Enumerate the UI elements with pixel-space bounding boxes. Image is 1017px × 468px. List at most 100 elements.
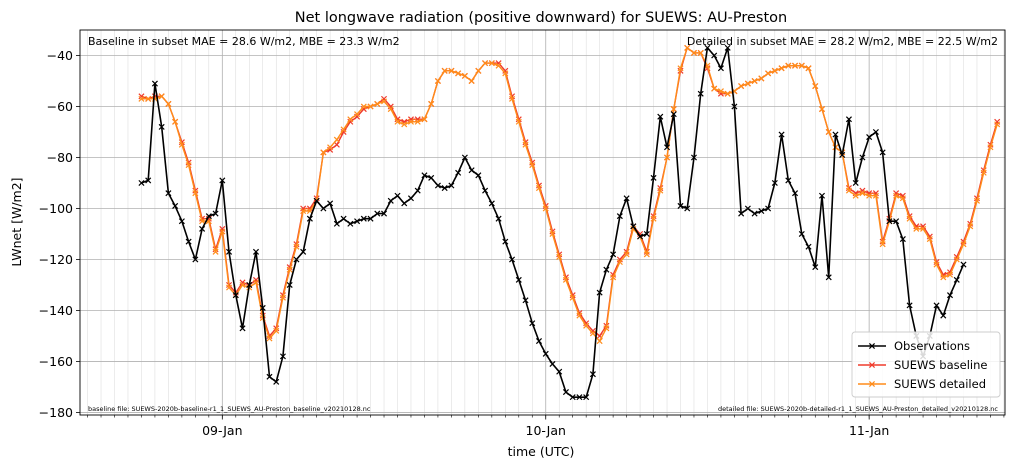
data-point bbox=[751, 77, 758, 85]
data-point bbox=[751, 210, 758, 217]
data-point bbox=[798, 62, 805, 69]
data-point bbox=[616, 213, 623, 220]
data-point bbox=[347, 118, 354, 125]
data-point bbox=[953, 256, 960, 263]
data-point bbox=[610, 251, 617, 258]
data-point bbox=[906, 215, 913, 222]
data-point bbox=[845, 187, 852, 194]
data-point bbox=[785, 177, 792, 184]
data-point bbox=[495, 215, 502, 222]
data-point bbox=[657, 187, 664, 194]
data-point bbox=[596, 289, 603, 296]
data-point bbox=[556, 253, 563, 260]
data-point bbox=[684, 205, 691, 212]
data-point bbox=[421, 116, 428, 123]
data-point bbox=[252, 279, 260, 286]
data-point bbox=[455, 70, 462, 77]
data-point bbox=[758, 208, 765, 215]
x-tick-label: 09-Jan bbox=[202, 423, 242, 438]
data-point bbox=[596, 338, 603, 345]
data-point bbox=[212, 210, 219, 217]
data-point bbox=[940, 312, 947, 319]
data-point bbox=[940, 274, 947, 281]
x-tick-label: 10-Jan bbox=[526, 423, 566, 438]
y-tick-label: −120 bbox=[39, 252, 73, 267]
data-point bbox=[232, 292, 239, 299]
legend: Observations SUEWS baseline SUEWS detailed bbox=[851, 331, 1001, 398]
data-point bbox=[434, 182, 441, 189]
data-point bbox=[219, 177, 226, 184]
legend-marker bbox=[868, 380, 876, 388]
y-tick-label: −140 bbox=[39, 303, 73, 318]
data-point bbox=[872, 190, 879, 197]
data-point bbox=[138, 95, 145, 102]
data-point bbox=[488, 200, 495, 207]
data-point bbox=[347, 220, 354, 227]
data-point bbox=[630, 225, 637, 232]
data-point bbox=[663, 144, 671, 151]
data-point bbox=[185, 238, 192, 245]
data-point bbox=[273, 378, 280, 385]
series-observations bbox=[138, 44, 967, 401]
data-point bbox=[859, 190, 866, 197]
data-point bbox=[583, 320, 590, 327]
data-point bbox=[293, 243, 300, 250]
data-point bbox=[394, 118, 401, 125]
y-tick-label: −80 bbox=[47, 150, 73, 165]
baseline-file-annotation: baseline file: SUEWS-2020b-baseline-r1_1… bbox=[88, 405, 371, 413]
data-point bbox=[475, 67, 482, 74]
data-point bbox=[407, 116, 414, 123]
data-point bbox=[360, 106, 367, 113]
data-point bbox=[771, 179, 778, 187]
y-tick-label: −60 bbox=[47, 99, 73, 114]
data-point bbox=[967, 223, 974, 230]
data-point bbox=[448, 182, 455, 189]
data-point bbox=[199, 225, 206, 232]
data-point bbox=[866, 134, 873, 141]
data-point bbox=[219, 228, 226, 235]
data-point bbox=[387, 106, 394, 113]
data-point bbox=[515, 276, 522, 283]
data-point bbox=[509, 95, 516, 102]
data-point bbox=[374, 100, 381, 107]
x-axis: 09-Jan 10-Jan 11-Jan bbox=[87, 415, 1005, 438]
series-layer bbox=[138, 44, 1001, 401]
data-point bbox=[697, 49, 704, 56]
data-point bbox=[677, 202, 684, 209]
data-point bbox=[380, 210, 388, 217]
data-point bbox=[374, 210, 381, 217]
data-point bbox=[387, 197, 394, 204]
data-point bbox=[401, 121, 408, 128]
detailed-file-annotation: detailed file: SUEWS-2020b-detailed-r1_1… bbox=[718, 405, 998, 413]
data-point bbox=[529, 320, 536, 327]
data-point bbox=[859, 187, 866, 194]
data-point bbox=[623, 195, 630, 202]
data-point bbox=[407, 118, 414, 125]
data-point bbox=[461, 154, 468, 161]
data-point bbox=[488, 60, 495, 67]
data-point bbox=[138, 93, 145, 100]
data-point bbox=[441, 185, 448, 192]
x-axis-label: time (UTC) bbox=[508, 444, 575, 459]
data-point bbox=[704, 44, 711, 51]
data-point bbox=[387, 103, 394, 110]
data-point bbox=[711, 52, 718, 59]
data-point bbox=[933, 302, 940, 309]
data-point bbox=[535, 338, 543, 345]
data-point bbox=[610, 274, 617, 281]
data-point bbox=[690, 49, 697, 56]
data-point bbox=[872, 192, 879, 199]
data-point bbox=[778, 131, 785, 138]
data-point bbox=[690, 154, 697, 161]
data-point bbox=[825, 128, 832, 136]
y-axis-label: LWnet [W/m2] bbox=[9, 177, 24, 266]
data-point bbox=[367, 215, 374, 222]
data-point bbox=[926, 236, 933, 243]
data-point bbox=[199, 218, 206, 225]
data-point bbox=[920, 225, 927, 232]
data-point bbox=[178, 218, 185, 225]
data-point bbox=[279, 353, 286, 360]
data-point bbox=[616, 258, 623, 266]
data-point bbox=[879, 149, 886, 156]
